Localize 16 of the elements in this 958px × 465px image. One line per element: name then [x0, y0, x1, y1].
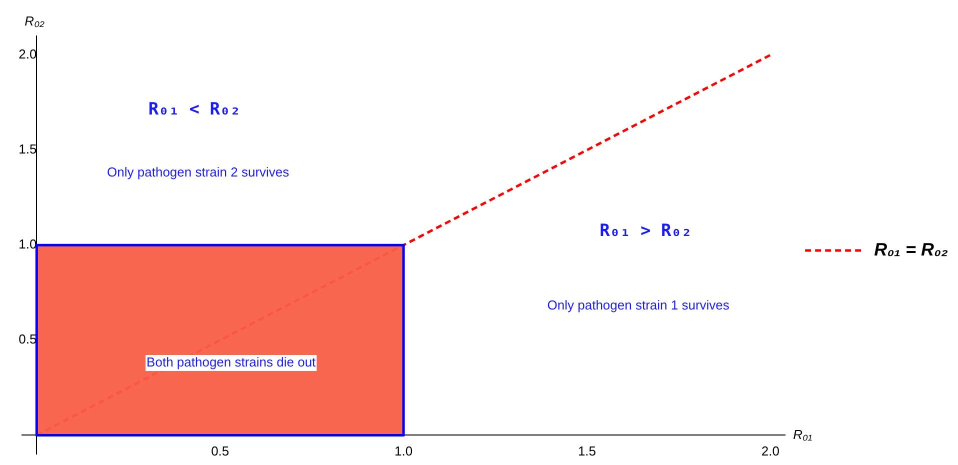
annotation: R₀₁ < R₀₂: [148, 100, 240, 120]
y-tick-label: 1.5: [18, 142, 37, 157]
y-tick-label: 0.5: [18, 332, 37, 347]
x-tick-label: 1.0: [394, 444, 413, 459]
annotation: Only pathogen strain 1 survives: [547, 298, 730, 313]
y-tick-label: 1.0: [18, 236, 37, 252]
x-tick-label: 2.0: [761, 444, 780, 459]
legend-label: R₀₁ = R₀₂: [874, 239, 948, 260]
x-tick-label: 0.5: [211, 444, 230, 459]
y-axis-title: R₀₂: [24, 14, 45, 29]
annotation: Both pathogen strains die out: [146, 354, 316, 370]
annotation: R₀₁ > R₀₂: [600, 221, 692, 242]
annotation: Only pathogen strain 2 survives: [107, 164, 290, 180]
x-tick-label: 1.5: [578, 444, 596, 459]
y-tick-label: 2.0: [18, 46, 37, 62]
x-axis-title: R₀₁: [793, 426, 812, 442]
